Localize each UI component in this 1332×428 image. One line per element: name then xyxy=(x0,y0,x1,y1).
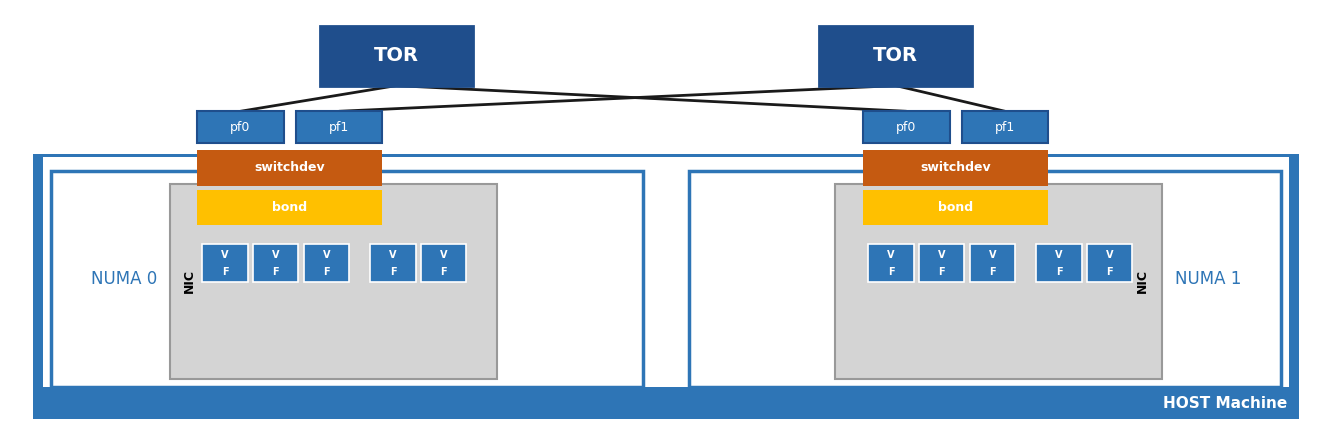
Bar xyxy=(689,171,1281,387)
Text: NUMA 1: NUMA 1 xyxy=(1175,270,1241,288)
Text: TOR: TOR xyxy=(374,46,418,65)
Bar xyxy=(197,111,284,143)
Text: V: V xyxy=(221,250,229,260)
Text: pf1: pf1 xyxy=(995,121,1015,134)
Bar xyxy=(919,244,964,282)
Text: F: F xyxy=(1056,267,1062,276)
Text: F: F xyxy=(390,267,396,276)
Bar xyxy=(868,244,914,282)
Text: F: F xyxy=(222,267,228,276)
Text: V: V xyxy=(887,250,895,260)
Text: V: V xyxy=(322,250,330,260)
Text: switchdev: switchdev xyxy=(254,161,325,175)
Text: V: V xyxy=(1106,250,1114,260)
Text: F: F xyxy=(888,267,894,276)
Text: F: F xyxy=(441,267,446,276)
Text: V: V xyxy=(938,250,946,260)
Text: pf0: pf0 xyxy=(230,121,250,134)
Bar xyxy=(170,184,497,379)
Bar xyxy=(863,150,1048,186)
Text: F: F xyxy=(939,267,944,276)
Bar xyxy=(320,26,473,86)
Text: HOST Machine: HOST Machine xyxy=(1163,396,1288,411)
Text: V: V xyxy=(272,250,280,260)
Text: bond: bond xyxy=(272,201,308,214)
Text: NIC: NIC xyxy=(182,269,196,294)
Text: NIC: NIC xyxy=(1136,269,1150,294)
Bar xyxy=(197,150,382,186)
Bar xyxy=(202,244,248,282)
Text: pf0: pf0 xyxy=(896,121,916,134)
Text: F: F xyxy=(990,267,995,276)
Bar xyxy=(296,111,382,143)
Bar xyxy=(863,111,950,143)
Bar xyxy=(43,157,1289,387)
Bar xyxy=(370,244,416,282)
Bar xyxy=(819,26,972,86)
Bar xyxy=(1036,244,1082,282)
Bar xyxy=(421,244,466,282)
Bar xyxy=(304,244,349,282)
Bar xyxy=(970,244,1015,282)
Text: F: F xyxy=(324,267,329,276)
Text: switchdev: switchdev xyxy=(920,161,991,175)
Bar xyxy=(197,190,382,225)
Bar xyxy=(962,111,1048,143)
Bar xyxy=(835,184,1162,379)
Bar xyxy=(253,244,298,282)
Text: NUMA 0: NUMA 0 xyxy=(91,270,157,288)
Text: V: V xyxy=(440,250,448,260)
Bar xyxy=(51,171,643,387)
Text: TOR: TOR xyxy=(874,46,918,65)
Text: F: F xyxy=(273,267,278,276)
Text: F: F xyxy=(1107,267,1112,276)
Text: bond: bond xyxy=(938,201,974,214)
Bar xyxy=(33,154,1299,419)
Text: V: V xyxy=(389,250,397,260)
Text: pf1: pf1 xyxy=(329,121,349,134)
Text: V: V xyxy=(1055,250,1063,260)
Text: V: V xyxy=(988,250,996,260)
Bar xyxy=(863,190,1048,225)
Bar xyxy=(1087,244,1132,282)
